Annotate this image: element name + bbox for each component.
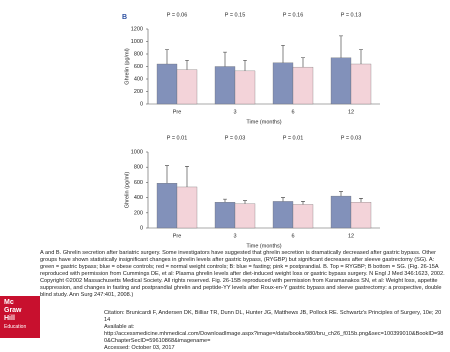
bar bbox=[234, 70, 256, 105]
bar bbox=[156, 63, 178, 105]
bar bbox=[272, 201, 294, 229]
error-bar bbox=[301, 57, 305, 68]
y-tick-label: 200 bbox=[134, 210, 143, 216]
error-bar bbox=[243, 59, 247, 71]
x-tick-label: Pre bbox=[173, 109, 182, 115]
bar bbox=[272, 62, 294, 105]
citation-line: Available at: bbox=[104, 324, 135, 330]
error-bar bbox=[223, 198, 227, 203]
y-tick-label: 600 bbox=[134, 180, 143, 186]
y-tick-label: 1200 bbox=[131, 26, 143, 32]
page: B 0 200 400 600 800 1000 1200 Ghrelin (pg/ml) Ti… bbox=[0, 12, 445, 351]
y-axis-label: Ghrelin (pg/ml) bbox=[124, 172, 130, 209]
logo-text: Hill bbox=[4, 315, 15, 322]
error-bar bbox=[281, 44, 285, 63]
p-value: P = 0.15 bbox=[225, 12, 246, 18]
publisher-logo: Mc Graw Hill Education bbox=[0, 296, 40, 338]
error-bar bbox=[281, 197, 285, 202]
p-value: P = 0.01 bbox=[167, 135, 188, 141]
error-bar bbox=[165, 49, 169, 64]
bar bbox=[350, 63, 372, 105]
error-bar bbox=[185, 166, 189, 187]
logo-text: Mc bbox=[4, 299, 14, 306]
bar bbox=[176, 69, 198, 105]
y-tick-label: 400 bbox=[134, 195, 143, 201]
y-tick-label: 0 bbox=[140, 101, 143, 107]
logo-text: Graw bbox=[4, 307, 22, 314]
bar bbox=[234, 203, 256, 229]
p-value: P = 0.03 bbox=[341, 135, 362, 141]
figure: B 0 200 400 600 800 1000 1200 Ghrelin (pg/ml) Ti… bbox=[122, 12, 380, 249]
error-bar bbox=[165, 165, 169, 184]
x-tick-label: Pre bbox=[173, 233, 182, 239]
error-bar bbox=[223, 51, 227, 67]
citation-line: Citation: Brunicardi F, Andersen DK, Bil… bbox=[104, 310, 442, 323]
error-bar bbox=[243, 200, 247, 204]
p-value: P = 0.01 bbox=[283, 135, 304, 141]
bar bbox=[176, 186, 198, 229]
x-axis-label: Time (months) bbox=[246, 119, 281, 125]
y-tick-label: 0 bbox=[140, 225, 143, 231]
logo-text: Education bbox=[4, 324, 27, 330]
bar bbox=[292, 204, 314, 229]
error-bar bbox=[359, 49, 363, 64]
x-axis-label: Time (months) bbox=[246, 243, 281, 249]
error-bar bbox=[339, 35, 343, 58]
y-tick-label: 400 bbox=[134, 76, 143, 82]
p-value: P = 0.03 bbox=[225, 135, 246, 141]
bar bbox=[330, 195, 352, 229]
y-axis-label: Ghrelin (pg/ml) bbox=[124, 48, 130, 85]
y-tick-label: 800 bbox=[134, 165, 143, 171]
bar bbox=[350, 202, 372, 229]
error-bar bbox=[185, 59, 189, 70]
p-value: P = 0.16 bbox=[283, 12, 304, 18]
error-bar bbox=[359, 198, 363, 203]
y-tick-label: 600 bbox=[134, 64, 143, 70]
y-tick-label: 200 bbox=[134, 89, 143, 95]
y-tick-label: 1000 bbox=[131, 39, 143, 45]
x-tick-label: 12 bbox=[348, 109, 354, 115]
y-tick-label: 1000 bbox=[131, 149, 143, 155]
p-value: P = 0.06 bbox=[167, 12, 188, 18]
citation: Citation: Brunicardi F, Andersen DK, Bil… bbox=[104, 310, 444, 352]
bar bbox=[214, 202, 236, 229]
bar bbox=[214, 66, 236, 105]
p-value: P = 0.13 bbox=[341, 12, 362, 18]
x-tick-label: 3 bbox=[233, 233, 236, 239]
x-tick-label: 12 bbox=[348, 233, 354, 239]
citation-line: Accessed: October 03, 2017 bbox=[104, 345, 175, 351]
bar bbox=[330, 57, 352, 105]
bar bbox=[156, 183, 178, 229]
y-tick-label: 800 bbox=[134, 51, 143, 57]
citation-line: http://accessmedicine.mhmedical.com/Down… bbox=[104, 331, 444, 344]
bar bbox=[292, 66, 314, 105]
x-tick-label: 6 bbox=[291, 109, 294, 115]
x-tick-label: 3 bbox=[233, 109, 236, 115]
error-bar bbox=[301, 201, 305, 205]
error-bar bbox=[339, 191, 343, 197]
panel-label: B bbox=[122, 14, 127, 21]
x-tick-label: 6 bbox=[291, 233, 294, 239]
caption: A and B. Ghrelin secretion after bariatr… bbox=[40, 250, 445, 298]
